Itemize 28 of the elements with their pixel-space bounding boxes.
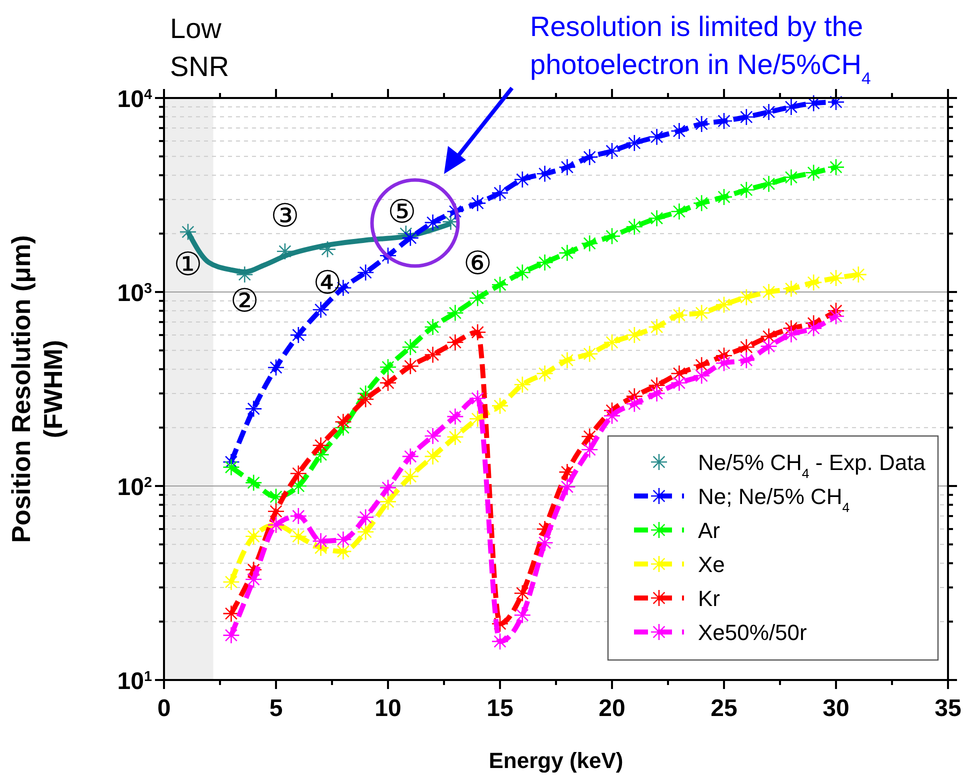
x-tick-label: 25 bbox=[710, 695, 738, 722]
annotation: ③ bbox=[270, 196, 300, 234]
band-label: Low SNR bbox=[170, 13, 230, 82]
x-tick-label: 15 bbox=[486, 695, 514, 722]
legend-label: Ne; Ne/5% CH$_{4}$ bbox=[698, 484, 850, 514]
x-tick-label: 20 bbox=[598, 695, 626, 722]
legend-label: Ne/5% CH$_{4}$ - Exp. Data bbox=[698, 450, 926, 480]
legend-label: Xe50%/50r bbox=[698, 620, 807, 645]
x-tick-label: 35 bbox=[934, 695, 962, 722]
legend-label: Ar bbox=[698, 518, 720, 543]
x-tick-label: 10 bbox=[374, 695, 402, 722]
y-tick-label: 10$^{3}$ bbox=[117, 280, 152, 307]
text: Resolution is limited by the photoelectron in Ne/5%CH$_{4}$ bbox=[530, 11, 871, 88]
annotation: ② bbox=[230, 282, 259, 320]
x-axis-title: Energy (keV) bbox=[488, 748, 624, 773]
x-tick-label: 0 bbox=[157, 695, 171, 722]
legend-label: Xe bbox=[698, 552, 725, 577]
y-tick-label: 10$^{4}$ bbox=[117, 86, 152, 113]
x-tick-label: 5 bbox=[269, 695, 283, 722]
y-tick-label: 10$^{2}$ bbox=[117, 474, 152, 501]
annotation: ① bbox=[174, 244, 202, 283]
y-tick-label: 10$^{1}$ bbox=[117, 668, 152, 695]
legend-label: Kr bbox=[698, 586, 720, 611]
y-axis-title: Position Resolution (μm) (FWHM) bbox=[6, 235, 68, 543]
annotation: ⑥ bbox=[463, 244, 492, 282]
x-tick-label: 30 bbox=[822, 695, 850, 722]
annotation: ⑤ bbox=[388, 192, 416, 231]
annotation: ④ bbox=[313, 263, 342, 302]
